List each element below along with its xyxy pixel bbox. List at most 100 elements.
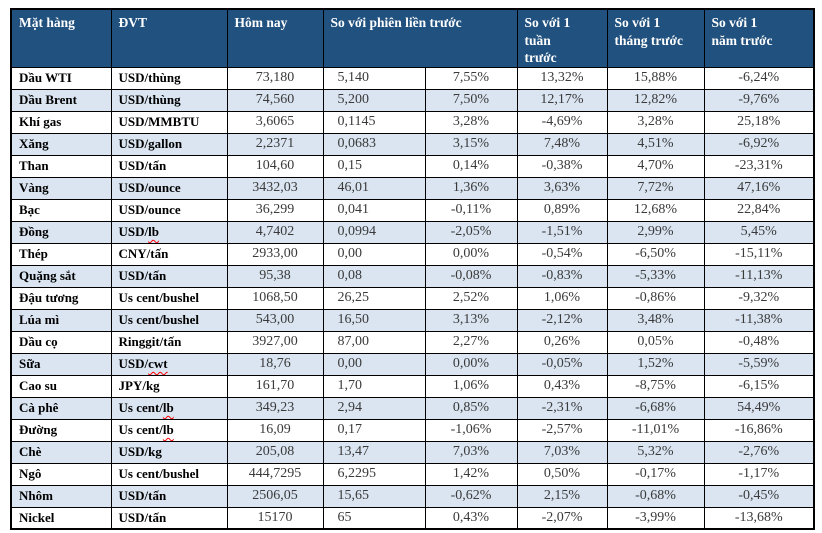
change-vs-prev-session-pct: 2,27% (424, 330, 518, 354)
change-vs-prev-session-pct: 1,06% (424, 374, 518, 398)
change-vs-week-pct: -2,31% (516, 396, 608, 420)
change-vs-week-pct: 0,50% (516, 462, 608, 486)
table-row: Đồng USD/lb 4,7402 0,0994 -2,05% -1,51% … (10, 220, 815, 244)
change-vs-year-pct: -11,38% (703, 308, 815, 332)
change-vs-year-pct: -9,32% (703, 286, 815, 310)
change-vs-week-pct: 3,63% (516, 176, 608, 200)
change-vs-week-pct: -2,57% (516, 418, 608, 442)
change-vs-week-pct: -0,05% (516, 352, 608, 376)
change-vs-month-pct: 1,52% (606, 352, 705, 376)
change-vs-year-pct: 54,49% (703, 396, 815, 420)
price-today: 2506,05 (226, 484, 324, 508)
change-vs-week-pct: -0,54% (516, 242, 608, 266)
commodity-unit: USD/tấn (110, 154, 228, 178)
table-row: Đường Us cent/lb 16,09 0,17 -1,06% -2,57… (10, 418, 815, 442)
change-vs-month-pct: -3,99% (606, 506, 705, 530)
change-vs-prev-session-pct: -0,08% (424, 264, 518, 288)
change-vs-month-pct: -6,68% (606, 396, 705, 420)
commodity-unit: USD/MMBTU (110, 110, 228, 134)
change-vs-prev-session-pct: -0,62% (424, 484, 518, 508)
commodity-name: Than (10, 154, 112, 178)
price-today: 2933,00 (226, 242, 324, 266)
commodity-name: Thép (10, 242, 112, 266)
change-vs-month-pct: 3,48% (606, 308, 705, 332)
col-header-today: Hôm nay (226, 8, 324, 68)
price-today: 349,23 (226, 396, 324, 420)
change-absolute: 6,2295 (322, 462, 426, 486)
change-absolute: 16,50 (322, 308, 426, 332)
unit-text-spellcheck-flagged: lb (148, 224, 159, 240)
change-vs-year-pct: -23,31% (703, 154, 815, 178)
change-vs-year-pct: -13,68% (703, 506, 815, 530)
price-today: 205,08 (226, 440, 324, 464)
commodity-name: Nickel (10, 506, 112, 530)
change-vs-month-pct: -0,17% (606, 462, 705, 486)
change-vs-prev-session-pct: 0,85% (424, 396, 518, 420)
change-vs-year-pct: 25,18% (703, 110, 815, 134)
commodity-name: Xăng (10, 132, 112, 156)
change-vs-month-pct: 0,05% (606, 330, 705, 354)
table-row: Thép CNY/tấn 2933,00 0,00 0,00% -0,54% -… (10, 242, 815, 266)
change-vs-prev-session-pct: 7,03% (424, 440, 518, 464)
change-vs-month-pct: -0,86% (606, 286, 705, 310)
change-vs-year-pct: 5,45% (703, 220, 815, 244)
change-vs-prev-session-pct: 3,13% (424, 308, 518, 332)
change-vs-week-pct: 7,03% (516, 440, 608, 464)
change-absolute: 0,1145 (322, 110, 426, 134)
change-vs-year-pct: -11,13% (703, 264, 815, 288)
unit-text-spellcheck-flagged: lb (162, 400, 174, 416)
change-absolute: 87,00 (322, 330, 426, 354)
price-today: 73,180 (226, 66, 324, 90)
commodity-name: Bạc (10, 198, 112, 222)
change-vs-week-pct: 13,32% (516, 66, 608, 90)
table-row: Lúa mì Us cent/bushel 543,00 16,50 3,13%… (10, 308, 815, 332)
commodity-name: Chè (10, 440, 112, 464)
change-vs-month-pct: -6,50% (606, 242, 705, 266)
change-vs-week-pct: -2,07% (516, 506, 608, 530)
commodity-name: Cà phê (10, 396, 112, 420)
col-header-unit: ĐVT (110, 8, 228, 68)
change-vs-week-pct: 7,48% (516, 132, 608, 156)
unit-text: Us cent/ (118, 422, 163, 438)
change-vs-year-pct: -0,45% (703, 484, 815, 508)
commodity-unit: Us cent/lb (110, 418, 228, 442)
change-vs-month-pct: -5,33% (606, 264, 705, 288)
commodity-name: Ngô (10, 462, 112, 486)
table-row: Ngô Us cent/bushel 444,7295 6,2295 1,42%… (10, 462, 815, 486)
change-vs-month-pct: 2,99% (606, 220, 705, 244)
table-row: Dầu Brent USD/thùng 74,560 5,200 7,50% 1… (10, 88, 815, 112)
change-absolute: 13,47 (322, 440, 426, 464)
commodity-name: Dầu cọ (10, 330, 112, 354)
change-absolute: 5,140 (322, 66, 426, 90)
change-vs-month-pct: 12,82% (606, 88, 705, 112)
commodity-name: Dầu Brent (10, 88, 112, 112)
change-vs-year-pct: -0,48% (703, 330, 815, 354)
price-today: 543,00 (226, 308, 324, 332)
change-absolute: 0,041 (322, 198, 426, 222)
change-vs-week-pct: 0,89% (516, 198, 608, 222)
table-row: Nhôm USD/tấn 2506,05 15,65 -0,62% 2,15% … (10, 484, 815, 508)
unit-text-spellcheck-flagged: cwt (148, 356, 168, 372)
change-vs-year-pct: 47,16% (703, 176, 815, 200)
price-today: 15170 (226, 506, 324, 530)
change-vs-prev-session-pct: 1,42% (424, 462, 518, 486)
table-row: Than USD/tấn 104,60 0,15 0,14% -0,38% 4,… (10, 154, 815, 178)
change-vs-prev-session-pct: 2,52% (424, 286, 518, 310)
table-row: Dầu cọ Ringgit/tấn 3927,00 87,00 2,27% 0… (10, 330, 815, 354)
price-today: 104,60 (226, 154, 324, 178)
commodity-unit: USD/thùng (110, 66, 228, 90)
change-vs-prev-session-pct: -1,06% (424, 418, 518, 442)
commodity-name: Cao su (10, 374, 112, 398)
col-header-vs-1-week: So với 1 tuần trước (516, 8, 608, 68)
change-vs-month-pct: 12,68% (606, 198, 705, 222)
table-row: Cà phê Us cent/lb 349,23 2,94 0,85% -2,3… (10, 396, 815, 420)
commodity-unit: USD/gallon (110, 132, 228, 156)
commodity-name: Dầu WTI (10, 66, 112, 90)
unit-text: Us cent/ (118, 400, 163, 416)
unit-text: USD/ (118, 224, 149, 240)
price-today: 16,09 (226, 418, 324, 442)
col-header-vs-1-year: So với 1 năm trước (703, 8, 815, 68)
commodity-name: Nhôm (10, 484, 112, 508)
table-row: Bạc USD/ounce 36,299 0,041 -0,11% 0,89% … (10, 198, 815, 222)
change-vs-prev-session-pct: -0,11% (424, 198, 518, 222)
